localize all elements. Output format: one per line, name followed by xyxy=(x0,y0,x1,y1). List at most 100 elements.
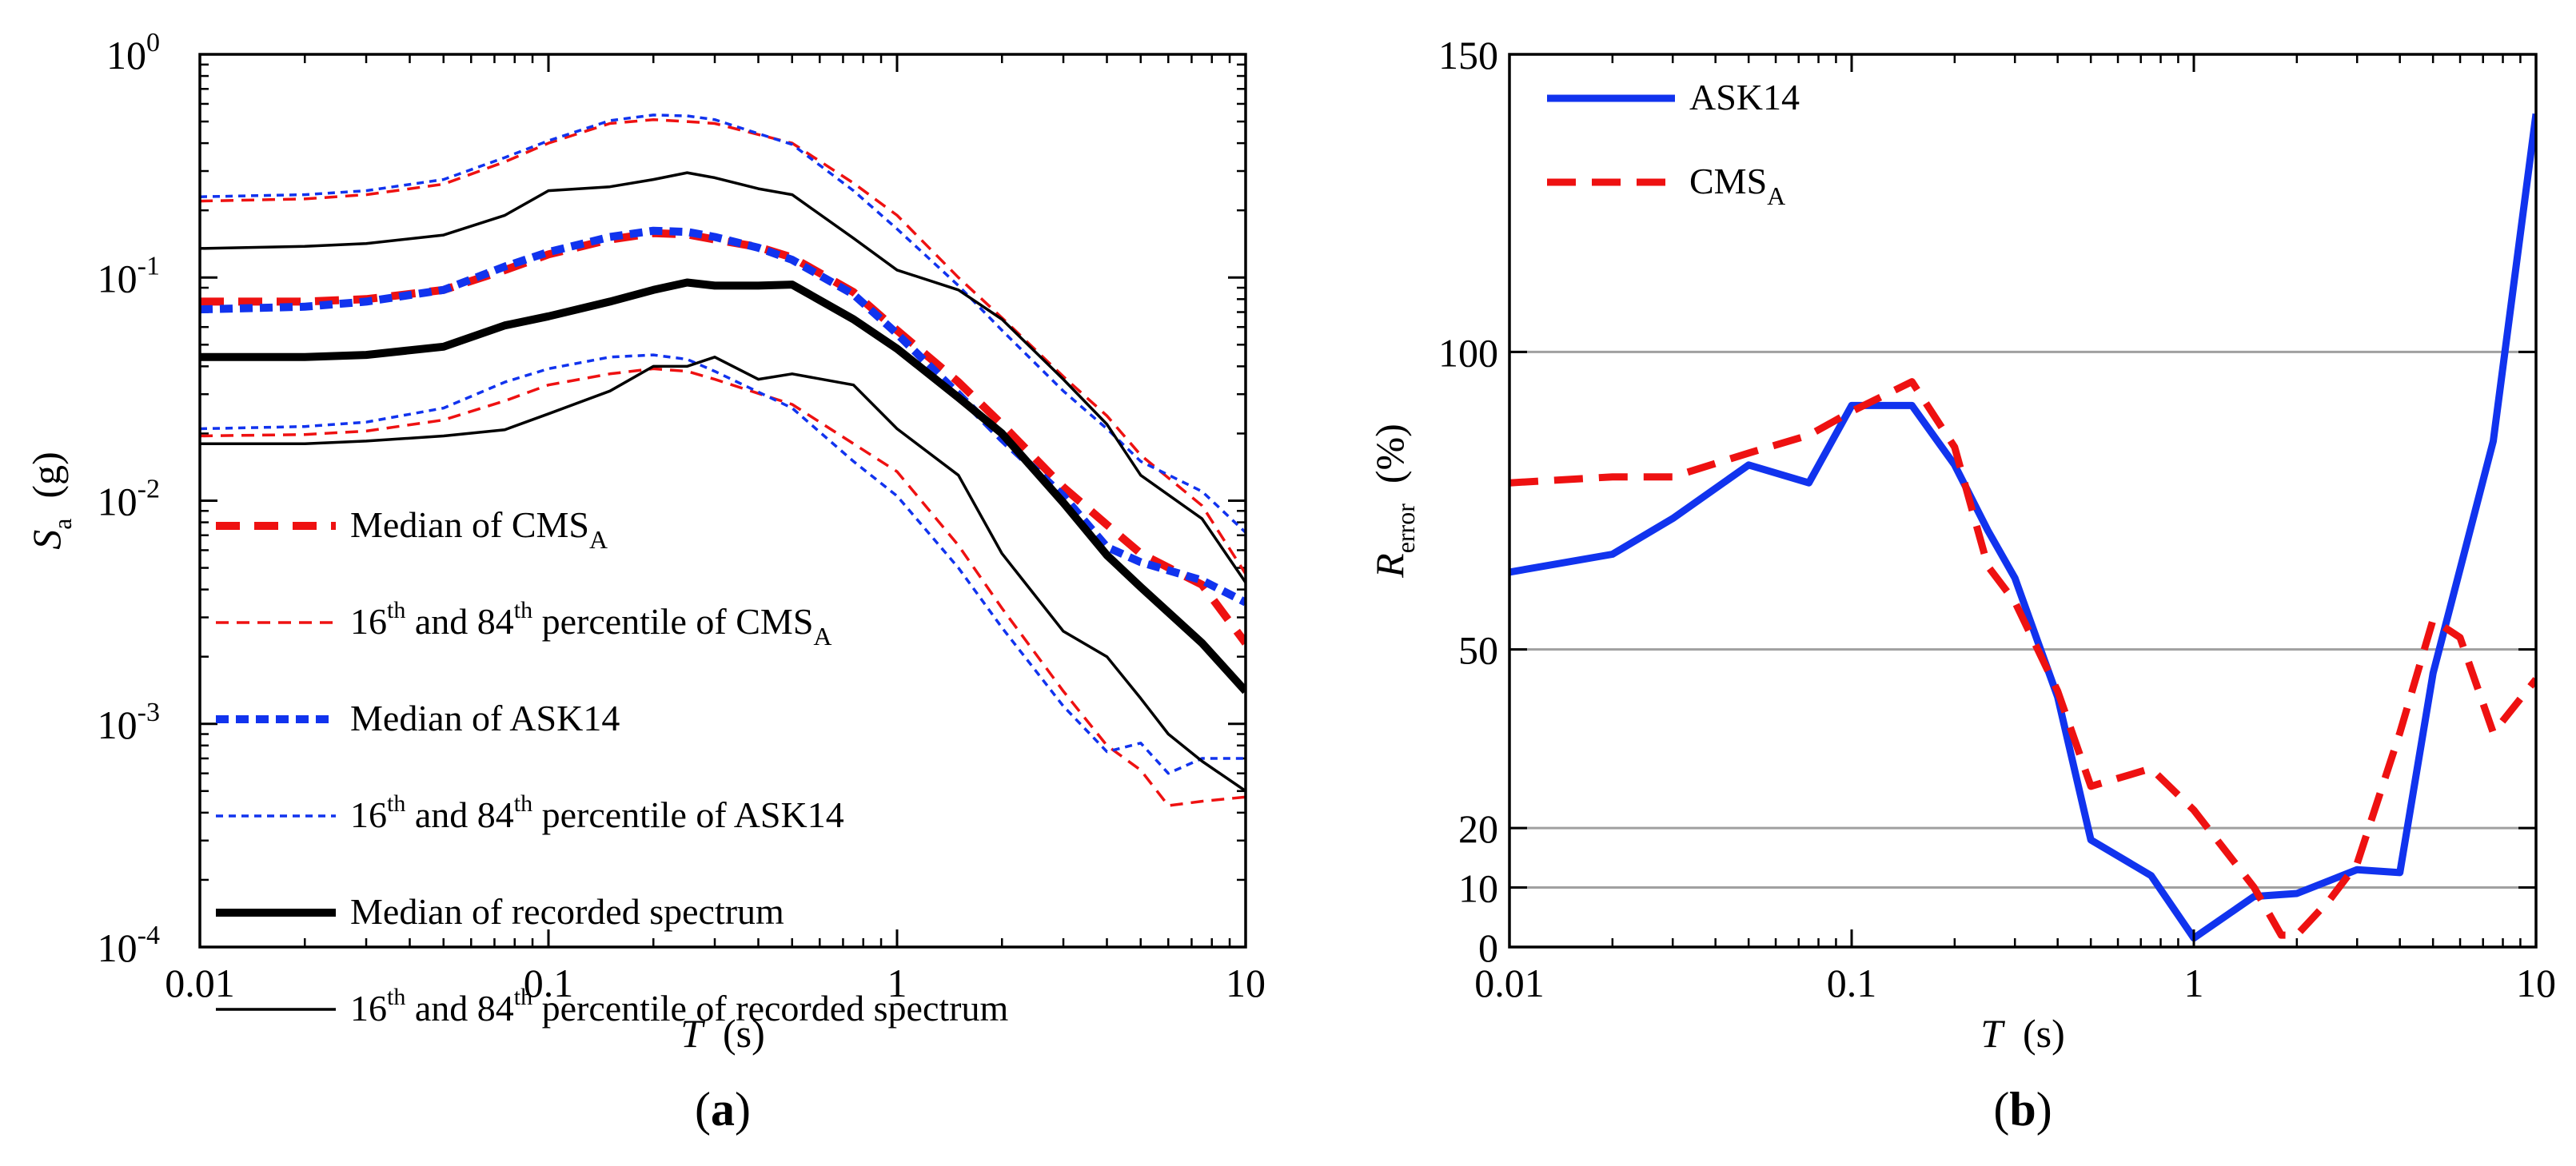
y-axis-symbol: S xyxy=(24,530,69,550)
x-tick-label: 1 xyxy=(887,961,907,1005)
y-tick-exponent: -4 xyxy=(138,921,160,950)
y-axis-unit: (%) xyxy=(1367,424,1412,484)
series-group xyxy=(200,113,1246,807)
y-axis-subscript: a xyxy=(48,519,77,530)
panel-label: (b) xyxy=(1993,1083,2052,1136)
panel-label: (a) xyxy=(695,1083,751,1136)
legend-sup: th xyxy=(514,790,532,817)
y-tick-base: 10 xyxy=(98,925,138,970)
plot-frame xyxy=(1508,53,2538,949)
y-tick-label: 10-3 xyxy=(98,698,160,747)
x-axis-title: T (s) xyxy=(1980,1011,2065,1056)
series-line-ask_med xyxy=(200,226,1246,607)
panel-label-close: ) xyxy=(735,1083,751,1136)
y-tick-exponent: -1 xyxy=(138,251,160,281)
legend-text-prefix: 16 xyxy=(350,601,387,642)
y-axis-symbol: R xyxy=(1367,553,1412,579)
x-tick-label: 10 xyxy=(1226,961,1266,1005)
legend-text-suffix: percentile of recorded spectrum xyxy=(532,988,1008,1029)
x-tick-label: 0.01 xyxy=(1474,961,1545,1005)
y-tick-label: 0 xyxy=(1478,925,1498,970)
legend-sub: A xyxy=(1767,181,1785,210)
legend-label-cms_med: Median of CMSA xyxy=(350,504,608,554)
y-tick-base: 10 xyxy=(98,480,138,524)
y-axis-title: Sa (g) xyxy=(24,452,77,550)
legend-label-rec_med: Median of recorded spectrum xyxy=(350,891,784,932)
legend-sup: th xyxy=(387,984,405,1010)
legend-text-prefix: Median of recorded spectrum xyxy=(350,891,784,932)
series-group xyxy=(1509,113,2536,942)
x-tick-label: 0.1 xyxy=(524,961,574,1005)
legend-label-rec_hi: 16th and 84th percentile of recorded spe… xyxy=(350,984,1008,1029)
x-minor-ticks xyxy=(200,54,1246,947)
x-axis-unit: (s) xyxy=(2023,1011,2065,1056)
x-tick-label: 0.1 xyxy=(1827,961,1877,1005)
legend-sup: th xyxy=(514,984,532,1010)
legend-label-cms_a: CMSA xyxy=(1689,161,1785,210)
x-axis-spacer xyxy=(2003,1011,2023,1056)
panel-label-close: ) xyxy=(2036,1083,2052,1136)
y-axis-unit: (g) xyxy=(24,452,69,498)
y-axis-spacer xyxy=(1367,484,1412,503)
legend-sub: A xyxy=(813,622,831,651)
legend-sup: th xyxy=(387,597,405,623)
legend-text-mid: and 84 xyxy=(405,794,513,835)
legend-text-suffix: percentile of ASK14 xyxy=(532,794,844,835)
series-line-ask_lo xyxy=(200,353,1246,775)
y-tick-label: 10 xyxy=(1458,866,1498,911)
y-tick-base: 10 xyxy=(106,33,146,78)
x-tick-label: 0.01 xyxy=(165,961,235,1005)
series-line-rec_lo xyxy=(200,356,1246,793)
x-tick-label: 1 xyxy=(2184,961,2204,1005)
y-tick-exponent: 0 xyxy=(146,28,160,58)
y-tick-label: 20 xyxy=(1458,806,1498,851)
y-tick-label: 10-1 xyxy=(98,251,160,300)
y-tick-label: 10-4 xyxy=(98,921,160,970)
y-tick-label: 100 xyxy=(1438,330,1498,375)
legend-text-prefix: 16 xyxy=(350,988,387,1029)
legend-text-prefix: Median of ASK14 xyxy=(350,698,620,738)
legend-text-prefix: 16 xyxy=(350,794,387,835)
panel-label-letter: a xyxy=(711,1083,735,1136)
legend-label-cms_hi: 16th and 84th percentile of CMSA xyxy=(350,597,832,651)
x-tick-label: 10 xyxy=(2516,961,2556,1005)
y-tick-base: 10 xyxy=(98,256,138,300)
x-axis-unit: (s) xyxy=(723,1011,765,1056)
legend-sup: th xyxy=(387,790,405,817)
y-tick-base: 10 xyxy=(98,702,138,747)
legend-text-mid: and 84 xyxy=(405,988,513,1029)
legend-sup: th xyxy=(514,597,532,623)
y-axis-subscript: error xyxy=(1391,503,1420,554)
legend-text-prefix: CMS xyxy=(1689,161,1767,201)
series-line-cms_a xyxy=(1509,378,2536,939)
x-axis-symbol: T xyxy=(680,1011,705,1056)
series-line-ask_hi xyxy=(200,113,1246,534)
legend-label-ask14: ASK14 xyxy=(1689,77,1800,117)
y-axis-title: Rerror (%) xyxy=(1367,424,1420,579)
legend-text-prefix: ASK14 xyxy=(1689,77,1800,117)
series-line-rec_hi xyxy=(200,171,1246,583)
x-axis-symbol: T xyxy=(1980,1011,2005,1056)
y-tick-label: 150 xyxy=(1438,33,1498,78)
y-tick-exponent: -2 xyxy=(138,475,160,504)
series-line-cms_lo xyxy=(200,367,1246,807)
y-tick-label: 50 xyxy=(1458,628,1498,673)
legend-text-mid: and 84 xyxy=(405,601,513,642)
legend-label-ask_hi: 16th and 84th percentile of ASK14 xyxy=(350,790,844,835)
y-axis-spacer xyxy=(24,499,69,519)
series-line-ask14 xyxy=(1509,113,2536,942)
x-minor-ticks xyxy=(1611,54,2522,947)
legend-text-prefix: Median of CMS xyxy=(350,504,589,545)
legend: ASK14 CMSA xyxy=(1547,77,1800,210)
legend-text-suffix: percentile of CMS xyxy=(532,601,813,642)
legend-sub: A xyxy=(589,525,608,554)
series-line-cms_med xyxy=(200,229,1246,646)
series-line-rec_med xyxy=(200,278,1246,694)
x-axis-title: T (s) xyxy=(680,1011,765,1056)
y-tick-label: 10-2 xyxy=(98,475,160,524)
panel-label-letter: b xyxy=(2009,1083,2036,1136)
